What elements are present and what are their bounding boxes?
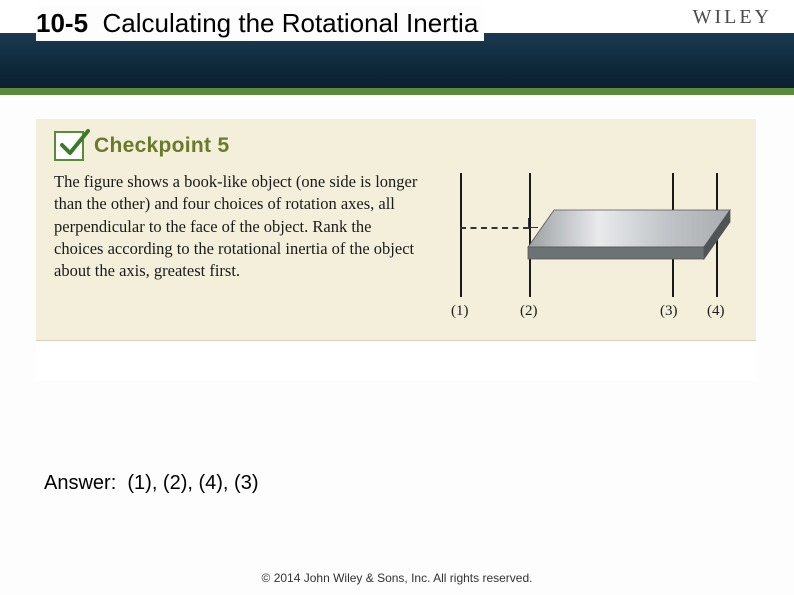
axis-4-label: (4) — [707, 303, 725, 320]
axis-1-line — [460, 173, 462, 297]
axis-2-label: (2) — [520, 303, 538, 320]
header-accent-strip — [0, 88, 794, 95]
wiley-logo: WILEY — [693, 6, 772, 29]
checkpoint-figure: (1) (2) (3) (4) — [424, 171, 738, 331]
checkpoint-header: Checkpoint 5 — [36, 119, 756, 167]
axis-3-label: (3) — [660, 303, 678, 320]
slide-content: Checkpoint 5 The figure shows a book-lik… — [0, 95, 794, 381]
axis-1-label: (1) — [451, 303, 469, 320]
book-slab-icon — [524, 205, 734, 275]
copyright-footer: © 2014 John Wiley & Sons, Inc. All right… — [0, 571, 794, 585]
answer-line: Answer: (1), (2), (4), (3) — [44, 472, 259, 495]
answer-value: (1), (2), (4), (3) — [127, 472, 258, 494]
checkpoint-white-strip — [36, 341, 756, 381]
checkpoint-title: Checkpoint 5 — [94, 134, 229, 158]
section-title-text: Calculating the Rotational Inertia — [103, 8, 479, 38]
checkpoint-panel: Checkpoint 5 The figure shows a book-lik… — [36, 119, 756, 341]
axis-1-dashed-connector — [460, 227, 529, 229]
checkpoint-problem-text: The figure shows a book-like object (one… — [54, 171, 424, 331]
checkpoint-body: The figure shows a book-like object (one… — [36, 167, 756, 341]
section-number: 10-5 — [36, 8, 88, 38]
section-title: 10-5 Calculating the Rotational Inertia — [36, 6, 484, 41]
header-band — [0, 33, 794, 95]
checkmark-icon — [54, 131, 84, 161]
answer-label: Answer: — [44, 472, 116, 494]
